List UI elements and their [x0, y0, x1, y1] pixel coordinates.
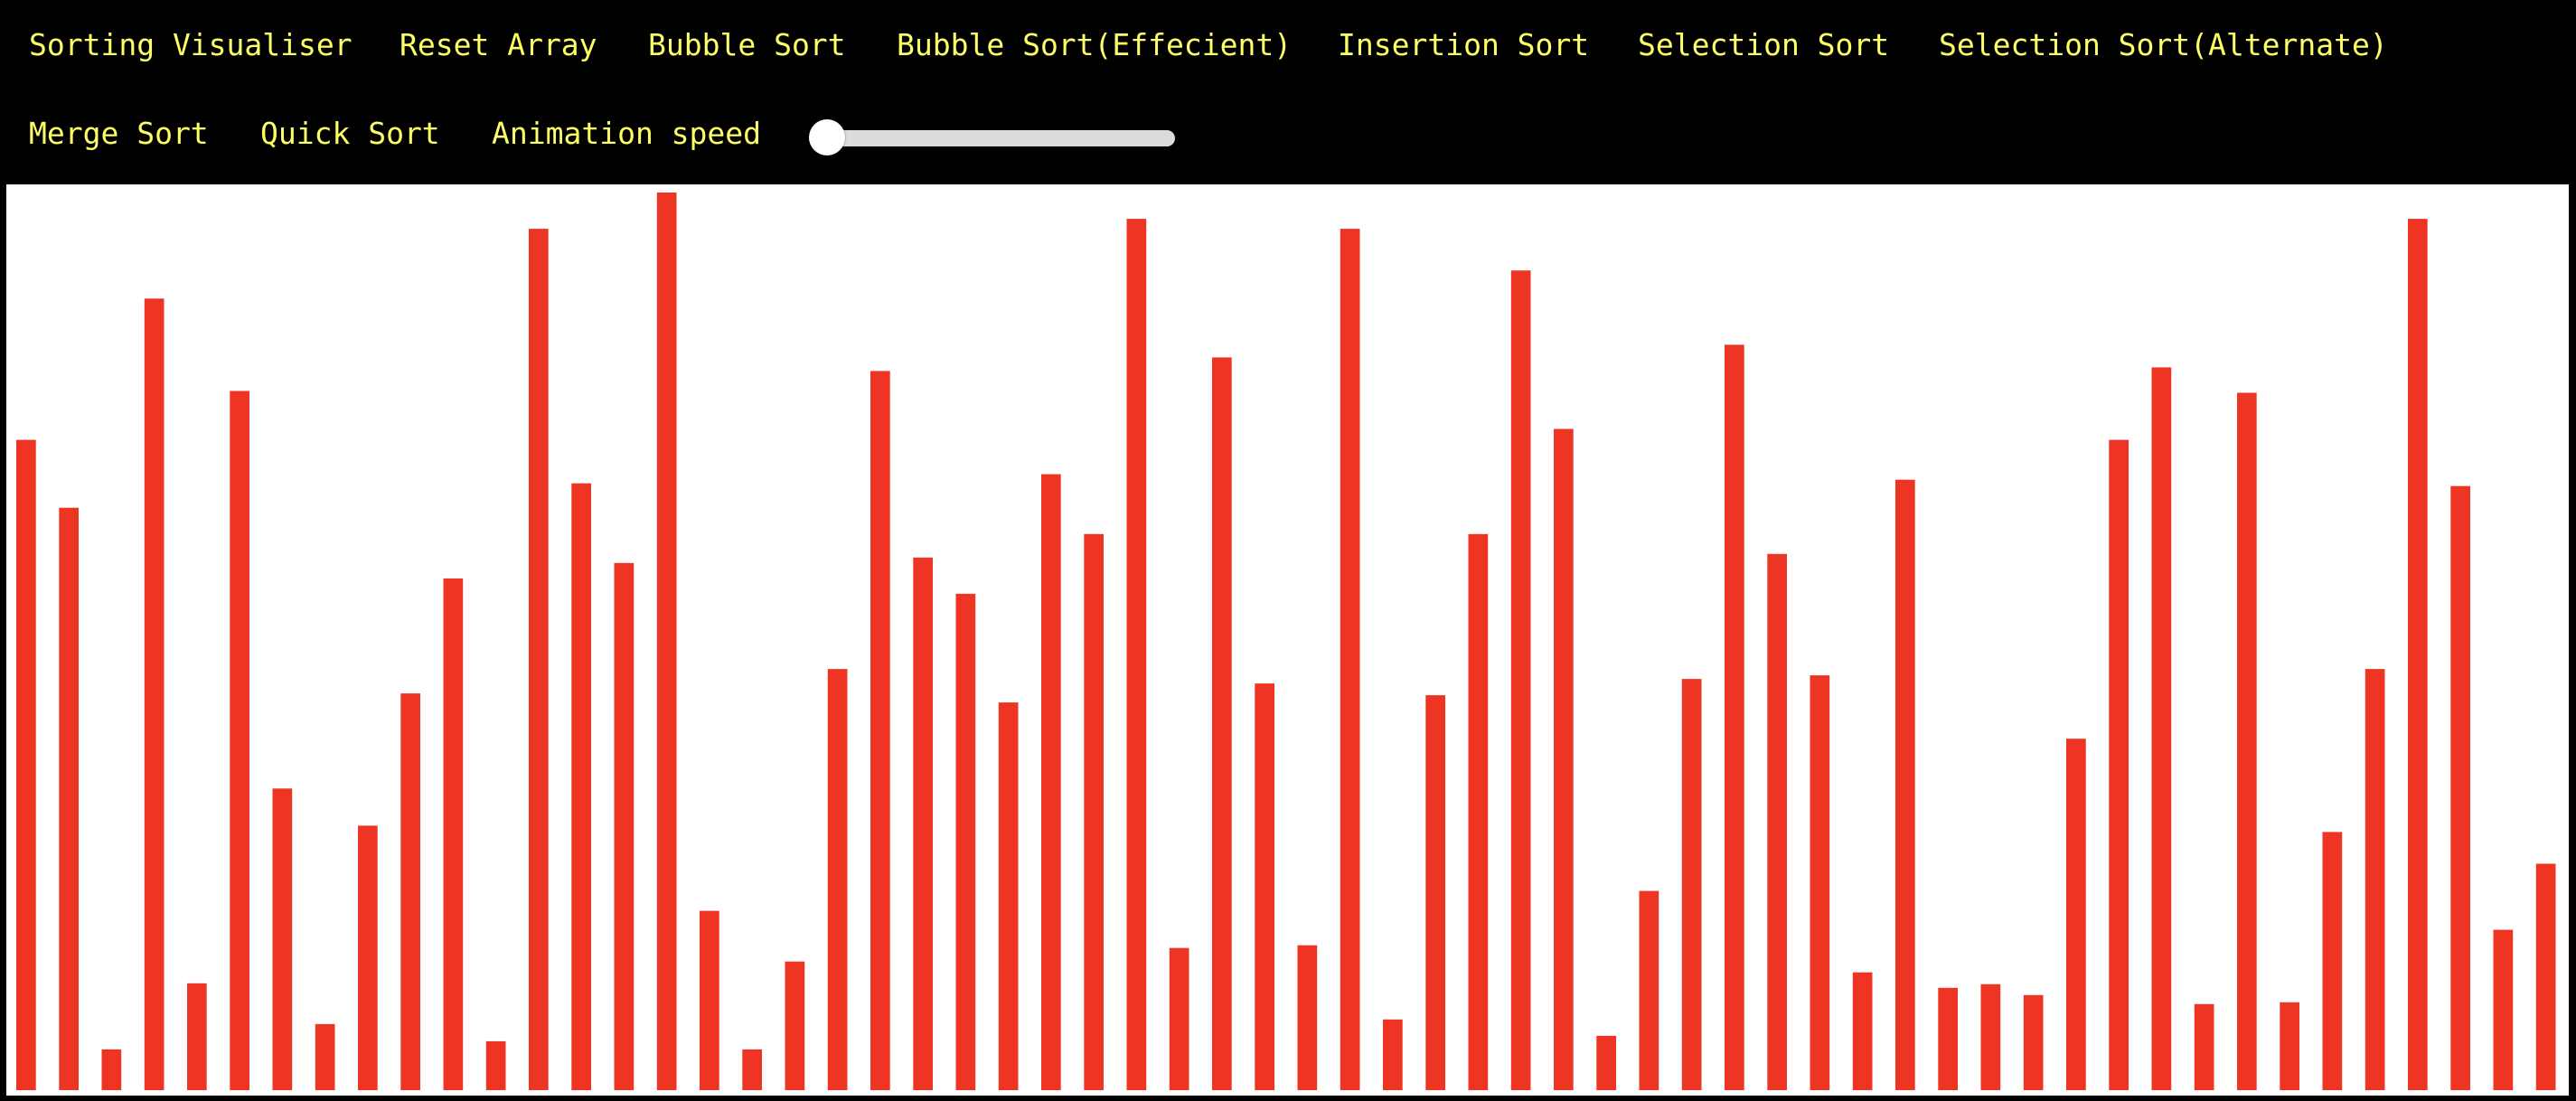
array-bar [1554, 428, 1574, 1090]
array-bar [1169, 947, 1189, 1090]
array-bar [2450, 485, 2470, 1090]
array-bar [700, 910, 719, 1090]
reset-array-button[interactable]: Reset Array [400, 27, 597, 62]
array-bar [2237, 392, 2257, 1090]
array-bar [2408, 219, 2428, 1091]
array-bar [2151, 367, 2172, 1090]
array-bar [144, 298, 165, 1090]
array-bar [2322, 832, 2343, 1090]
array-bar [656, 193, 677, 1090]
array-bar [1041, 474, 1061, 1090]
array-bar [2364, 669, 2385, 1090]
array-bar [101, 1049, 122, 1090]
animation-speed-label: Animation speed [492, 116, 762, 151]
array-bar [1639, 890, 1659, 1090]
array-bar [2194, 1003, 2214, 1090]
insertion-sort-button[interactable]: Insertion Sort [1338, 27, 1590, 62]
array-bar [1468, 533, 1489, 1090]
array-bar [1212, 357, 1232, 1090]
array-bar [1681, 679, 1702, 1090]
array-bar [358, 825, 378, 1090]
array-bar [2066, 739, 2086, 1090]
array-bar [870, 371, 890, 1090]
animation-speed-slider[interactable] [809, 119, 1175, 155]
array-bar [955, 593, 976, 1090]
array-bar [614, 562, 635, 1090]
bubble-sort-button[interactable]: Bubble Sort [648, 27, 846, 62]
array-bar [2023, 994, 2044, 1090]
array-bar [187, 983, 207, 1090]
array-bar [1126, 219, 1147, 1091]
array-bar [998, 702, 1019, 1090]
array-bar [1255, 683, 1274, 1090]
array-bar [1938, 987, 1958, 1090]
array-bar [2109, 439, 2129, 1091]
array-bar [1383, 1019, 1403, 1090]
navbar: Sorting Visualiser Reset Array Bubble So… [0, 0, 2576, 181]
array-bar [59, 507, 79, 1090]
array-bar [1084, 533, 1104, 1090]
slider-thumb[interactable] [809, 119, 846, 155]
array-bar [2493, 929, 2514, 1090]
array-bar [1725, 344, 1744, 1090]
merge-sort-button[interactable]: Merge Sort [29, 116, 209, 151]
array-bar [2280, 1002, 2299, 1090]
array-bar [16, 439, 36, 1091]
array-bar [400, 693, 420, 1090]
array-bar [529, 229, 549, 1091]
array-bar [742, 1049, 762, 1090]
array-bar [827, 669, 848, 1090]
selection-sort-alternate-button[interactable]: Selection Sort(Alternate) [1939, 27, 2388, 62]
slider-track[interactable] [809, 130, 1175, 146]
array-bar [1810, 675, 1830, 1090]
array-canvas [6, 184, 2569, 1096]
array-bar [913, 557, 933, 1090]
array-bar [272, 788, 293, 1090]
app-title-link[interactable]: Sorting Visualiser [29, 27, 353, 62]
selection-sort-button[interactable]: Selection Sort [1638, 27, 1890, 62]
array-bar [1852, 972, 1873, 1090]
quick-sort-button[interactable]: Quick Sort [260, 116, 440, 151]
array-bar [443, 578, 464, 1090]
array-bar [1767, 553, 1787, 1090]
array-bars [16, 193, 2556, 1091]
array-bar [1425, 695, 1445, 1090]
bubble-sort-efficient-button[interactable]: Bubble Sort(Effecient) [897, 27, 1293, 62]
array-bar [1297, 945, 1318, 1090]
array-bar [1895, 479, 1915, 1090]
array-bar [571, 483, 591, 1090]
array-bar [315, 1023, 335, 1090]
array-bar [1340, 229, 1360, 1091]
array-bar [1510, 270, 1531, 1090]
array-bar [1980, 983, 2001, 1090]
array-bar [2535, 863, 2556, 1090]
array-bar [485, 1040, 506, 1090]
array-bar [230, 391, 249, 1090]
array-bar [785, 961, 805, 1090]
array-bar [1596, 1035, 1616, 1090]
